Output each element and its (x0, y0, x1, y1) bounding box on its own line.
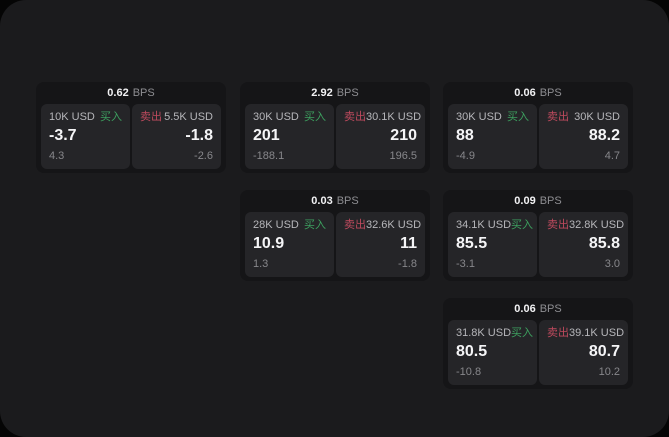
card-body: 30K USD 买入 201 -188.1 卖出 30.1K USD 210 1… (245, 104, 425, 169)
quote-card: 0.62 BPS 10K USD 买入 -3.7 4.3 卖出 5.5K USD… (36, 82, 226, 173)
quote-card: 0.09 BPS 34.1K USD 买入 85.5 -3.1 卖出 32.8K… (443, 190, 633, 281)
buy-price: 80.5 (456, 343, 488, 360)
bps-unit-label: BPS (132, 87, 155, 99)
buy-price: 10.9 (253, 235, 285, 252)
sell-side-label: 卖出 (547, 327, 569, 339)
sell-price: -1.8 (185, 127, 213, 144)
sell-side-label: 卖出 (344, 111, 366, 123)
card-body: 28K USD 买入 10.9 1.3 卖出 32.6K USD 11 -1.8 (245, 212, 425, 277)
buy-price: 88 (456, 127, 474, 144)
sell-amount: 30K USD (574, 111, 620, 123)
card-header: 2.92 BPS (245, 82, 425, 104)
buy-price: 201 (253, 127, 280, 144)
sell-panel[interactable]: 卖出 32.8K USD 85.8 3.0 (539, 212, 628, 277)
card-header: 0.03 BPS (245, 190, 425, 212)
sell-side-label: 卖出 (140, 111, 162, 123)
buy-price: 85.5 (456, 235, 488, 252)
buy-side-label: 买入 (507, 111, 529, 123)
buy-delta: -188.1 (253, 150, 285, 162)
buy-amount: 28K USD (253, 219, 299, 231)
sell-price: 88.2 (588, 127, 620, 144)
card-header: 0.06 BPS (448, 82, 628, 104)
buy-delta: 1.3 (253, 258, 269, 270)
sell-panel[interactable]: 卖出 39.1K USD 80.7 10.2 (539, 320, 628, 385)
bps-unit-label: BPS (539, 303, 562, 315)
buy-amount: 31.8K USD (456, 327, 512, 339)
buy-side-label: 买入 (511, 219, 534, 231)
buy-panel[interactable]: 10K USD 买入 -3.7 4.3 (41, 104, 130, 169)
buy-side-label: 买入 (511, 327, 534, 339)
bps-unit-label: BPS (539, 195, 562, 207)
sell-side-label: 卖出 (344, 219, 366, 231)
sell-delta: 10.2 (598, 366, 620, 378)
sell-panel[interactable]: 卖出 32.6K USD 11 -1.8 (336, 212, 425, 277)
buy-panel[interactable]: 31.8K USD 买入 80.5 -10.8 (448, 320, 537, 385)
sell-panel[interactable]: 卖出 5.5K USD -1.8 -2.6 (132, 104, 221, 169)
sell-price: 80.7 (588, 343, 620, 360)
buy-delta: -4.9 (456, 150, 475, 162)
buy-panel[interactable]: 34.1K USD 买入 85.5 -3.1 (448, 212, 537, 277)
buy-delta: -10.8 (456, 366, 482, 378)
quote-card: 0.06 BPS 30K USD 买入 88 -4.9 卖出 30K USD 8… (443, 82, 633, 173)
buy-panel[interactable]: 30K USD 买入 88 -4.9 (448, 104, 537, 169)
quote-card: 0.03 BPS 28K USD 买入 10.9 1.3 卖出 32.6K US… (240, 190, 430, 281)
buy-side-label: 买入 (100, 111, 122, 123)
sell-delta: 4.7 (604, 150, 620, 162)
buy-panel[interactable]: 30K USD 买入 201 -188.1 (245, 104, 334, 169)
bps-value: 0.03 (311, 195, 333, 207)
bps-value: 0.06 (514, 303, 536, 315)
sell-amount: 39.1K USD (569, 327, 625, 339)
bps-value: 0.09 (514, 195, 536, 207)
card-body: 34.1K USD 买入 85.5 -3.1 卖出 32.8K USD 85.8… (448, 212, 628, 277)
buy-delta: -3.1 (456, 258, 475, 270)
sell-amount: 30.1K USD (366, 111, 422, 123)
bps-value: 0.62 (107, 87, 129, 99)
sell-price: 11 (400, 235, 417, 252)
quote-card: 2.92 BPS 30K USD 买入 201 -188.1 卖出 30.1K … (240, 82, 430, 173)
buy-side-label: 买入 (304, 111, 326, 123)
bps-unit-label: BPS (336, 195, 359, 207)
bps-unit-label: BPS (336, 87, 359, 99)
card-header: 0.62 BPS (41, 82, 221, 104)
sell-side-label: 卖出 (547, 111, 569, 123)
sell-delta: 3.0 (604, 258, 620, 270)
sell-panel[interactable]: 卖出 30K USD 88.2 4.7 (539, 104, 628, 169)
card-body: 30K USD 买入 88 -4.9 卖出 30K USD 88.2 4.7 (448, 104, 628, 169)
bps-value: 0.06 (514, 87, 536, 99)
card-header: 0.09 BPS (448, 190, 628, 212)
card-body: 31.8K USD 买入 80.5 -10.8 卖出 39.1K USD 80.… (448, 320, 628, 385)
quote-card: 0.06 BPS 31.8K USD 买入 80.5 -10.8 卖出 39.1… (443, 298, 633, 389)
sell-delta: -1.8 (398, 258, 417, 270)
sell-delta: 196.5 (389, 150, 417, 162)
buy-amount: 34.1K USD (456, 219, 512, 231)
buy-panel[interactable]: 28K USD 买入 10.9 1.3 (245, 212, 334, 277)
buy-amount: 30K USD (456, 111, 502, 123)
sell-price: 210 (390, 127, 417, 144)
bps-unit-label: BPS (539, 87, 562, 99)
sell-amount: 5.5K USD (164, 111, 213, 123)
bps-value: 2.92 (311, 87, 333, 99)
sell-panel[interactable]: 卖出 30.1K USD 210 196.5 (336, 104, 425, 169)
sell-side-label: 卖出 (547, 219, 569, 231)
buy-side-label: 买入 (304, 219, 326, 231)
buy-amount: 30K USD (253, 111, 299, 123)
buy-amount: 10K USD (49, 111, 95, 123)
sell-amount: 32.8K USD (569, 219, 625, 231)
buy-price: -3.7 (49, 127, 77, 144)
sell-amount: 32.6K USD (366, 219, 422, 231)
sell-price: 85.8 (588, 235, 620, 252)
sell-delta: -2.6 (194, 150, 213, 162)
buy-delta: 4.3 (49, 150, 65, 162)
card-body: 10K USD 买入 -3.7 4.3 卖出 5.5K USD -1.8 -2.… (41, 104, 221, 169)
card-header: 0.06 BPS (448, 298, 628, 320)
